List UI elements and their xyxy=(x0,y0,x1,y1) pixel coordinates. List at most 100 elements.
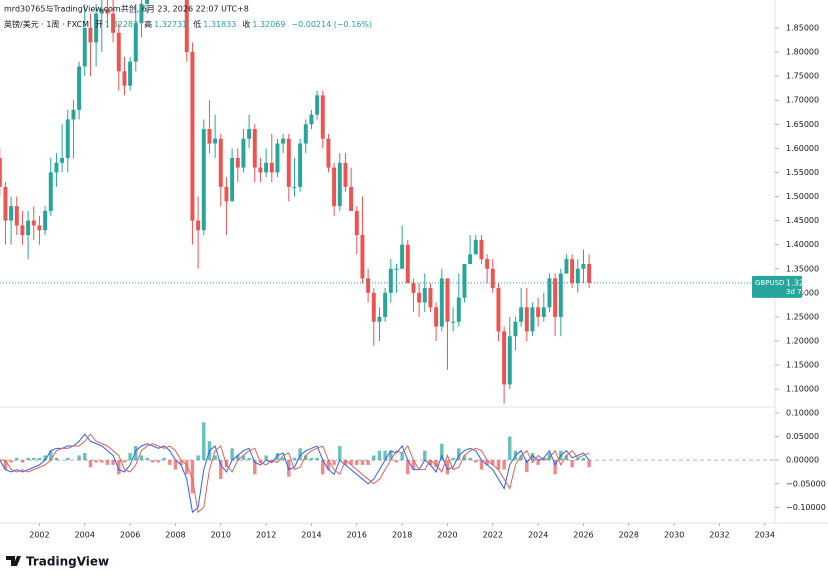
x-tick-label: 2016 xyxy=(347,531,367,540)
candle-body xyxy=(524,307,529,332)
histogram-bar xyxy=(94,460,98,463)
candle-body xyxy=(587,263,592,283)
candle-body xyxy=(20,225,25,236)
histogram-bar xyxy=(343,460,348,465)
histogram-bar xyxy=(321,460,325,475)
histogram-bar xyxy=(581,457,586,461)
ohlc-label: 开 xyxy=(95,20,103,29)
candle-body xyxy=(111,13,116,33)
candle-body xyxy=(326,138,331,168)
candle-body xyxy=(434,307,439,327)
histogram-bar xyxy=(134,445,138,461)
histogram-bar xyxy=(241,455,246,461)
candle-body xyxy=(439,278,444,327)
histogram-bar xyxy=(117,460,121,475)
y-tick-label: 1.45000 xyxy=(786,216,819,225)
y-tick-label: −0.10000 xyxy=(786,503,826,512)
histogram-bar xyxy=(151,460,155,463)
histogram-bar xyxy=(275,453,280,461)
histogram-bar xyxy=(547,453,552,461)
histogram-bar xyxy=(105,460,110,465)
ohlc-value: 1.32283 xyxy=(105,20,138,29)
indicator-pane xyxy=(0,422,775,514)
candle-body xyxy=(451,321,456,323)
candle-body xyxy=(207,129,212,144)
y-tick-label: 0.05000 xyxy=(786,432,819,441)
candle-body xyxy=(456,297,461,322)
histogram-bar xyxy=(479,460,484,470)
histogram-bar xyxy=(88,460,93,468)
candle-body xyxy=(252,129,257,168)
candle-body xyxy=(581,263,586,269)
y-tick-label: 1.55000 xyxy=(786,168,819,177)
histogram-bar xyxy=(587,460,591,468)
histogram-bar xyxy=(383,450,387,461)
indicator-line xyxy=(0,433,590,514)
candle-body xyxy=(400,244,405,269)
candle-body xyxy=(145,0,150,4)
candle-body xyxy=(536,307,541,317)
histogram-bar xyxy=(434,460,438,468)
candle-body xyxy=(366,278,371,293)
candle-body xyxy=(3,186,8,221)
histogram-bar xyxy=(468,457,472,461)
x-tick-label: 2026 xyxy=(573,531,593,540)
x-tick-label: 2010 xyxy=(211,531,231,540)
candle-body xyxy=(105,8,110,14)
candle-body xyxy=(116,32,121,72)
candle-body xyxy=(241,138,246,168)
histogram-bar xyxy=(264,455,268,461)
histogram-bar xyxy=(406,460,410,475)
candle-body xyxy=(332,167,337,207)
candle-body xyxy=(360,235,365,279)
histogram-bar xyxy=(43,455,47,461)
histogram-bar xyxy=(139,455,144,461)
byline: mrd30765与TradingView.com共创, 6月 23, 2026 … xyxy=(4,4,249,14)
candle-body xyxy=(71,109,76,120)
histogram-bar xyxy=(423,450,427,461)
histogram-bar xyxy=(576,457,580,461)
candle-body xyxy=(128,61,133,86)
histogram-bar xyxy=(400,453,404,461)
candle-body xyxy=(184,0,189,53)
histogram-bar xyxy=(111,460,115,465)
histogram-bar xyxy=(411,460,416,470)
candle-body xyxy=(275,143,280,173)
histogram-bar xyxy=(253,460,257,475)
y-tick-label: 1.65000 xyxy=(786,120,819,129)
candle-body xyxy=(519,307,524,322)
ohlc-label: 高 xyxy=(144,19,152,29)
y-tick-label: −0.05000 xyxy=(786,479,826,488)
ohlc-value: 1.31833 xyxy=(203,20,236,29)
histogram-bar xyxy=(32,457,36,461)
x-tick-label: 2004 xyxy=(75,531,95,540)
x-tick-label: 2034 xyxy=(755,531,775,540)
histogram-bar xyxy=(496,460,501,470)
histogram-bar xyxy=(485,460,489,465)
candle-body xyxy=(428,288,433,308)
y-tick-label: 0.00000 xyxy=(786,456,819,465)
axes: 2002 2004 2006 2008 2010 2012 2014 2016 2018 2020… xyxy=(29,23,826,539)
candle-body xyxy=(547,278,552,308)
candle-body xyxy=(383,292,388,317)
histogram-bar xyxy=(145,457,149,461)
y-tick-label: 1.70000 xyxy=(786,96,819,105)
histogram-bar xyxy=(355,460,359,465)
candle-body xyxy=(530,307,535,332)
candle-body xyxy=(337,162,342,207)
candle-body xyxy=(417,292,422,303)
logo: TradingView xyxy=(6,555,109,569)
histogram-bar xyxy=(247,457,251,461)
candle-body xyxy=(354,210,359,236)
y-tick-label: 1.20000 xyxy=(786,337,819,346)
ohlc-value: 1.32731 xyxy=(154,20,187,29)
y-tick-label: 1.10000 xyxy=(786,385,819,394)
histogram-bar xyxy=(377,450,382,461)
y-tick-label: 1.80000 xyxy=(786,48,819,57)
candle-body xyxy=(405,244,410,284)
price-pane xyxy=(0,0,775,404)
ohlc-label: 低 xyxy=(193,19,201,29)
candle-body xyxy=(247,129,252,139)
histogram-bar xyxy=(219,460,223,480)
